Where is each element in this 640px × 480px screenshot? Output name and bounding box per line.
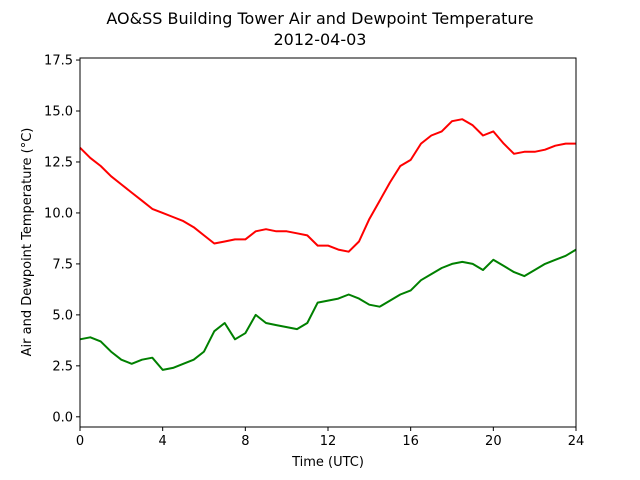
x-tick-label: 24 <box>568 434 585 449</box>
x-tick-label: 20 <box>485 434 502 449</box>
y-tick-label: 7.5 <box>52 257 73 272</box>
x-tick-label: 16 <box>402 434 419 449</box>
series-line-1 <box>79 248 577 371</box>
x-axis-label: Time (UTC) <box>291 455 364 470</box>
plot-area <box>79 118 577 371</box>
x-axis-ticks: 0 4 8 12 16 20 24 <box>76 427 584 449</box>
series-line-0 <box>79 118 576 253</box>
y-tick-label: 2.5 <box>52 359 73 374</box>
plot-frame <box>79 57 577 428</box>
chart-subtitle: 2012-04-03 <box>274 30 367 49</box>
y-tick-label: 0.0 <box>52 410 73 425</box>
y-tick-label: 17.5 <box>44 54 73 69</box>
y-tick-label: 12.5 <box>44 155 73 170</box>
y-tick-label: 15.0 <box>44 105 73 120</box>
x-tick-label: 8 <box>241 434 249 449</box>
x-tick-label: 12 <box>320 434 337 449</box>
x-tick-label: 0 <box>76 434 84 449</box>
y-axis-label: Air and Dewpoint Temperature (°C) <box>20 128 35 357</box>
y-tick-label: 5.0 <box>52 308 73 323</box>
y-axis-ticks: 0.0 2.5 5.0 7.5 10.0 12.5 15.0 17.5 <box>44 54 80 425</box>
y-tick-label: 10.0 <box>44 206 73 221</box>
chart-title: AO&SS Building Tower Air and Dewpoint Te… <box>106 9 533 28</box>
x-tick-label: 4 <box>159 434 167 449</box>
